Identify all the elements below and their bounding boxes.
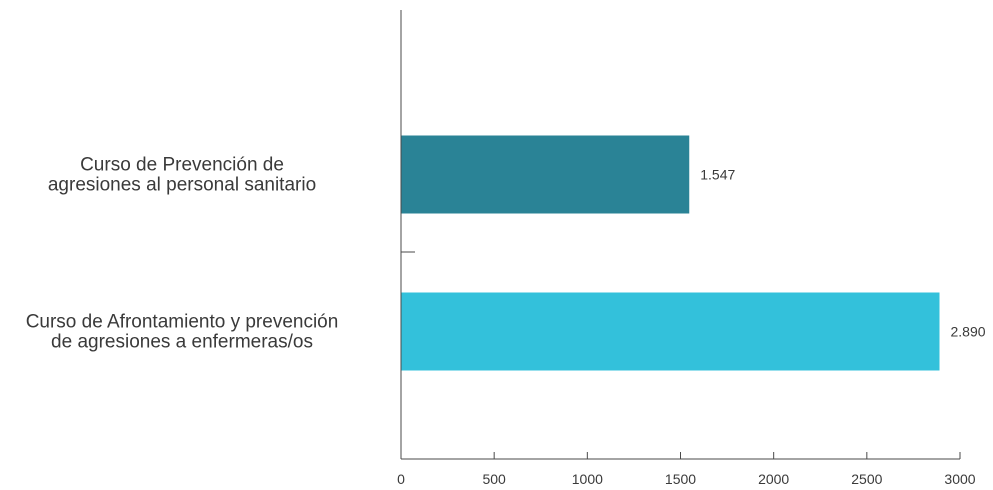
category-label-line: agresiones al personal sanitario xyxy=(48,175,316,196)
x-axis-ticks: 0 500 1000 1500 2000 2500 3000 xyxy=(397,452,976,487)
x-tick-label: 2500 xyxy=(851,471,882,487)
category-label-line: de agresiones a enfermeras/os xyxy=(51,332,313,353)
x-tick-label: 3000 xyxy=(944,471,975,487)
category-label-line: Curso de Afrontamiento y prevención xyxy=(26,312,339,333)
category-label-2: Curso de Afrontamiento y prevención de ag… xyxy=(26,312,339,353)
category-label-line: Curso de Prevención de xyxy=(80,155,284,176)
category-label-1: Curso de Prevención de agresiones al pers… xyxy=(48,155,316,196)
data-labels: 1.547 2.890 xyxy=(700,167,985,340)
bars xyxy=(401,135,940,371)
bar-2 xyxy=(401,292,940,371)
data-label-1: 1.547 xyxy=(700,167,735,183)
data-label-2: 2.890 xyxy=(951,324,986,340)
x-tick-label: 500 xyxy=(482,471,506,487)
axes xyxy=(400,10,960,460)
x-tick-label: 2000 xyxy=(758,471,789,487)
x-tick-label: 1500 xyxy=(665,471,696,487)
category-labels: Curso de Prevención de agresiones al pers… xyxy=(26,155,339,353)
bar-1 xyxy=(401,135,690,214)
x-tick-label: 0 xyxy=(397,471,405,487)
x-tick-label: 1000 xyxy=(572,471,603,487)
